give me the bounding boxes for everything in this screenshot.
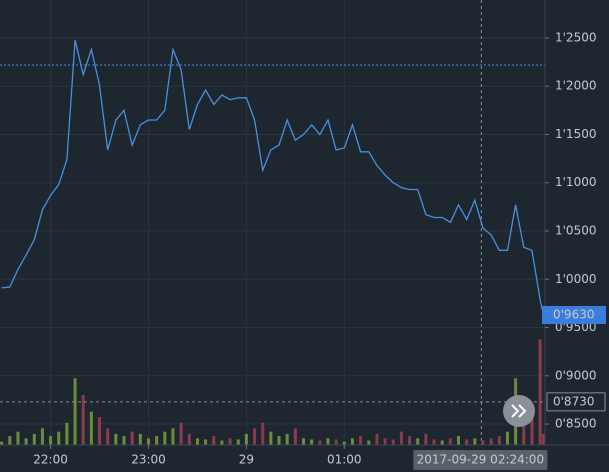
volume-bar [122,436,126,445]
crosshair-label: 2017-09-29 02:24:00 [417,453,544,467]
volume-bar [326,438,330,445]
volume-bar [522,422,526,445]
marker-label-box [546,392,606,412]
volume-bar [350,438,354,445]
volume-bar [383,438,387,445]
volume-bar [40,428,44,445]
volume-bar [16,431,20,445]
volume-bar [98,417,102,445]
volume-bar [416,438,420,445]
volume-bar [73,378,77,445]
volume-bar [155,436,159,445]
volume-bar [220,440,224,445]
volume-bar [481,440,485,445]
volume-bar [424,433,428,445]
volume-bar [171,428,175,445]
volume-bar [302,438,306,445]
volume-bar [473,438,477,445]
volume-bar [32,433,36,445]
volume-bar [367,440,371,445]
volume-bar [465,439,469,445]
volume-bar [228,438,232,445]
y-tick-label: 1'2000 [555,79,596,93]
plot-area [0,0,545,445]
volume-bar [293,428,297,445]
volume-bar [342,441,346,445]
volume-bar [0,441,4,445]
volume-bar [269,431,273,445]
price-label: 0'9630 [553,307,594,321]
y-tick-label: 1'0500 [555,223,596,237]
scroll-button-icon[interactable] [511,404,527,418]
volume-bar [187,433,191,445]
volume-bar [8,436,12,445]
price-label-box [542,305,606,324]
volume-bar [89,411,93,445]
scroll-button[interactable] [503,395,535,427]
x-tick-label: 23:00 [131,453,166,467]
volume-bar [310,439,314,445]
volume-bar [244,433,248,445]
volume-bar [81,394,85,445]
y-tick-label: 1'1000 [555,175,596,189]
volume-bar [236,439,240,445]
volume-bar [212,436,216,445]
volume-bar [195,438,199,445]
volume-bar [204,439,208,445]
volume-bar [253,428,257,445]
marker-label: 0'8730 [553,394,594,408]
y-tick-label: 1'1500 [555,127,596,141]
volume-bar [65,422,69,445]
x-tick-label: 29 [239,453,254,467]
volume-bar [440,440,444,445]
volume-bar [130,431,134,445]
volume-bar [318,440,322,445]
x-tick-label: 22:00 [33,453,68,467]
volume-bar [179,422,183,445]
y-tick-label: 0'9000 [555,368,596,382]
volume-bar [497,436,501,445]
volume-bar [114,433,118,445]
volume-bar [391,439,395,445]
volume-bar [530,411,534,445]
volume-bar [399,431,403,445]
y-tick-label: 1'2500 [555,30,596,44]
volume-bar [138,433,142,445]
volume-bar [541,433,545,445]
volume-bar [49,436,53,445]
volume-bar [285,433,289,445]
price-line [1,39,545,316]
volume-bar [334,439,338,445]
volume-bar [408,436,412,445]
volume-bar [57,431,61,445]
y-tick-label: 0'8500 [555,417,596,431]
volume-bar [432,439,436,445]
volume-bar [261,422,265,445]
volume-bar [457,436,461,445]
x-tick-label: 01:00 [327,453,362,467]
volume-bar [163,431,167,445]
volume-bar [359,436,363,445]
volume-bar [505,431,509,445]
volume-bar [146,438,150,445]
volume-bar [106,428,110,445]
crosshair-label-box [413,450,548,470]
volume-bar [448,438,452,445]
volume-bar [375,433,379,445]
volume-bar [24,438,28,445]
volume-bar [538,339,542,445]
volume-bar [489,438,493,445]
y-tick-label: 1'0000 [555,272,596,286]
volume-bar [277,436,281,445]
